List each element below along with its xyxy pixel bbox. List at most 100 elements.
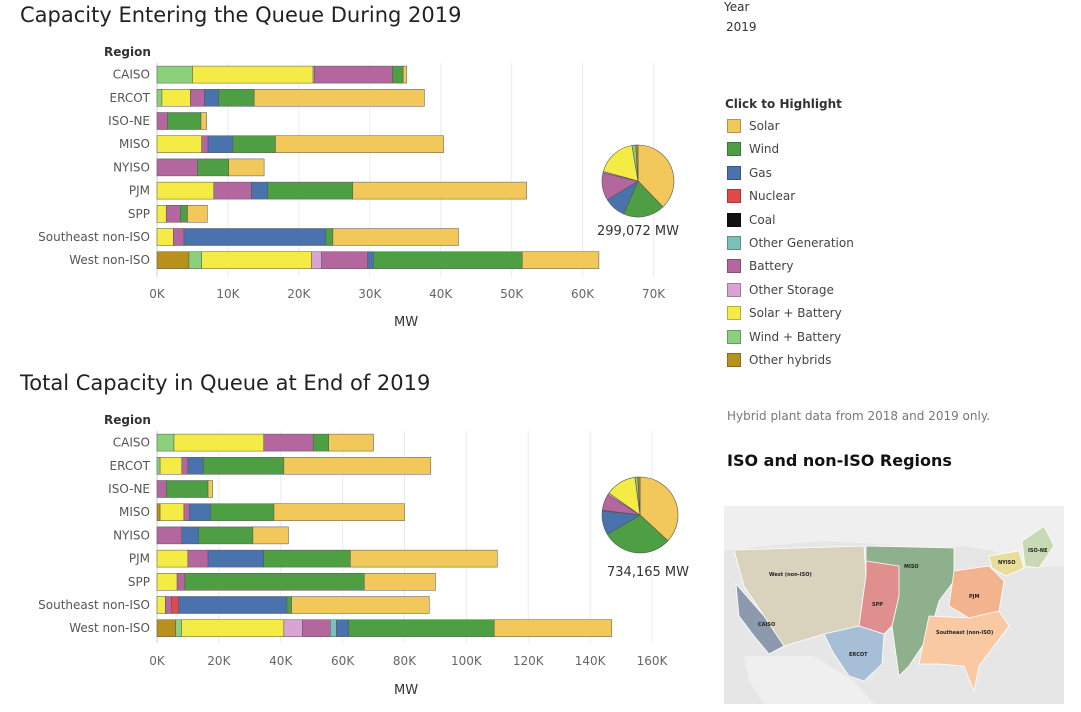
bar-west-non-iso-other-generation[interactable]: [330, 619, 337, 637]
bar-spp-solar[interactable]: [364, 573, 436, 591]
bar-miso-solar-battery[interactable]: [159, 503, 185, 521]
bar-southeast-non-iso-solar[interactable]: [291, 596, 430, 614]
bar-pjm-wind[interactable]: [267, 181, 354, 200]
bar-caiso-solar[interactable]: [328, 433, 374, 452]
legend-item-wind[interactable]: Wind: [727, 139, 779, 159]
bar-nyiso-battery[interactable]: [156, 526, 182, 545]
bar-pjm-solar[interactable]: [352, 181, 527, 200]
bar-west-non-iso-other-storage[interactable]: [311, 251, 322, 269]
bar-iso-ne-wind[interactable]: [166, 480, 209, 498]
bar-ercot-wind[interactable]: [218, 89, 255, 107]
bar-west-non-iso-wind[interactable]: [348, 619, 495, 637]
bar-pjm-wind[interactable]: [263, 549, 351, 568]
bar-southeast-non-iso-battery[interactable]: [165, 596, 172, 614]
bar-caiso-solar[interactable]: [402, 65, 407, 84]
legend-item-other-hybrids[interactable]: Other hybrids: [727, 350, 831, 370]
bar-miso-gas[interactable]: [189, 503, 211, 521]
bar-caiso-battery[interactable]: [263, 433, 314, 452]
bar-spp-solar[interactable]: [187, 205, 208, 223]
legend-item-nuclear[interactable]: Nuclear: [727, 186, 795, 206]
bar-west-non-iso-other-hybrids[interactable]: [156, 251, 190, 269]
bar-ercot-gas[interactable]: [187, 457, 204, 475]
bar-miso-other-hybrids[interactable]: [156, 503, 161, 521]
bar-west-non-iso-solar-battery[interactable]: [201, 251, 312, 269]
bar-ercot-wind-battery[interactable]: [156, 457, 161, 475]
bar-southeast-non-iso-battery[interactable]: [173, 228, 185, 246]
pie-slice-other-hybrids[interactable]: [637, 476, 641, 516]
bar-southeast-non-iso-wind[interactable]: [286, 596, 292, 614]
bar-pjm-solar[interactable]: [350, 549, 498, 568]
bar-west-non-iso-wind-battery[interactable]: [188, 251, 202, 269]
bar-miso-battery[interactable]: [201, 135, 209, 153]
bar-caiso-solar-battery[interactable]: [192, 65, 314, 84]
bar-pjm-gas[interactable]: [207, 549, 264, 568]
pie-slice-wind[interactable]: [606, 514, 669, 554]
bar-miso-wind[interactable]: [210, 503, 275, 521]
bar-west-non-iso-solar[interactable]: [522, 251, 600, 269]
legend-item-other-storage[interactable]: Other Storage: [727, 280, 834, 300]
bar-spp-solar-battery[interactable]: [156, 205, 167, 223]
bar-pjm-battery[interactable]: [187, 549, 209, 568]
bar-west-non-iso-other-storage[interactable]: [283, 619, 303, 637]
bar-nyiso-gas[interactable]: [181, 526, 200, 545]
bar-southeast-non-iso-solar[interactable]: [332, 228, 459, 246]
bar-spp-battery[interactable]: [176, 573, 186, 591]
bar-caiso-battery[interactable]: [314, 65, 393, 84]
bar-west-non-iso-wind-battery[interactable]: [175, 619, 182, 637]
bar-caiso-wind[interactable]: [392, 65, 404, 84]
bar-southeast-non-iso-gas[interactable]: [178, 596, 288, 614]
bar-ercot-battery[interactable]: [181, 457, 189, 475]
bar-caiso-wind-battery[interactable]: [156, 65, 193, 84]
bar-pjm-battery[interactable]: [213, 181, 252, 200]
bar-ercot-battery[interactable]: [190, 89, 205, 107]
pie-slice-solar[interactable]: [639, 476, 679, 542]
bar-southeast-non-iso-gas[interactable]: [183, 228, 327, 246]
bar-pjm-solar-battery[interactable]: [156, 549, 189, 568]
bar-nyiso-solar[interactable]: [228, 158, 265, 177]
legend-item-gas[interactable]: Gas: [727, 163, 772, 183]
bar-west-non-iso-other-hybrids[interactable]: [156, 619, 176, 637]
bar-iso-ne-solar[interactable]: [200, 112, 207, 130]
bar-ercot-solar[interactable]: [283, 457, 432, 475]
bar-ercot-wind[interactable]: [203, 457, 285, 475]
bar-spp-wind[interactable]: [180, 205, 188, 223]
bar-nyiso-wind[interactable]: [197, 158, 229, 177]
bar-ercot-wind-battery[interactable]: [156, 89, 163, 107]
bar-west-non-iso-solar[interactable]: [493, 619, 613, 637]
bar-spp-wind[interactable]: [184, 573, 365, 591]
bar-southeast-non-iso-solar-battery[interactable]: [156, 596, 166, 614]
bar-nyiso-battery[interactable]: [156, 158, 198, 177]
legend-item-solar-battery[interactable]: Solar + Battery: [727, 303, 842, 323]
legend-item-solar[interactable]: Solar: [727, 116, 780, 136]
bar-west-non-iso-gas[interactable]: [367, 251, 374, 269]
bar-miso-solar-battery[interactable]: [156, 135, 202, 153]
bar-west-non-iso-wind[interactable]: [373, 251, 523, 269]
bar-west-non-iso-battery[interactable]: [321, 251, 368, 269]
bar-miso-solar[interactable]: [273, 503, 405, 521]
bar-iso-ne-battery[interactable]: [156, 112, 168, 130]
year-filter-value[interactable]: 2019: [726, 20, 757, 34]
bar-pjm-solar-battery[interactable]: [156, 181, 214, 200]
pie-slice-other-hybrids[interactable]: [635, 144, 639, 182]
legend-item-other-generation[interactable]: Other Generation: [727, 233, 854, 253]
bar-spp-battery[interactable]: [165, 205, 181, 223]
bar-west-non-iso-battery[interactable]: [302, 619, 331, 637]
bar-caiso-solar-battery[interactable]: [173, 433, 264, 452]
bar-southeast-non-iso-wind[interactable]: [325, 228, 334, 246]
bar-spp-solar-battery[interactable]: [156, 573, 178, 591]
bar-ercot-solar[interactable]: [253, 89, 425, 107]
bar-nyiso-solar[interactable]: [252, 526, 289, 545]
bar-ercot-gas[interactable]: [204, 89, 219, 107]
pie-slice-solar-battery[interactable]: [602, 145, 639, 182]
bar-ercot-solar-battery[interactable]: [161, 89, 191, 107]
bar-iso-ne-battery[interactable]: [156, 480, 167, 498]
bar-west-non-iso-gas[interactable]: [336, 619, 350, 637]
legend-item-battery[interactable]: Battery: [727, 256, 793, 276]
bar-southeast-non-iso-solar-battery[interactable]: [156, 228, 174, 246]
bar-caiso-wind-battery[interactable]: [156, 433, 175, 452]
bar-southeast-non-iso-nuclear[interactable]: [171, 596, 179, 614]
bar-iso-ne-wind[interactable]: [167, 112, 202, 130]
bar-caiso-wind[interactable]: [312, 433, 329, 452]
bar-nyiso-wind[interactable]: [198, 526, 254, 545]
bar-iso-ne-solar[interactable]: [207, 480, 213, 498]
